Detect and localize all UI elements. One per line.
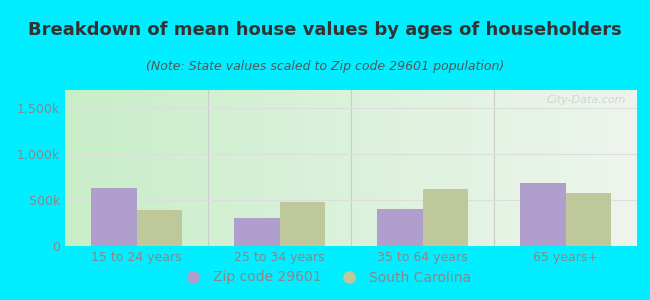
Bar (520, 183, 566, 246)
Bar (422, 189, 468, 246)
Bar (234, 218, 280, 246)
Bar (377, 209, 423, 246)
Text: (Note: State values scaled to Zip code 29601 population): (Note: State values scaled to Zip code 2… (146, 60, 504, 73)
Text: Breakdown of mean house values by ages of householders: Breakdown of mean house values by ages o… (28, 21, 622, 39)
Bar (280, 202, 325, 246)
Legend: Zip code 29601, South Carolina: Zip code 29601, South Carolina (174, 265, 476, 290)
Bar (566, 193, 611, 246)
Bar (91, 188, 136, 246)
Bar (136, 210, 182, 246)
Text: City-Data.com: City-Data.com (546, 95, 625, 105)
